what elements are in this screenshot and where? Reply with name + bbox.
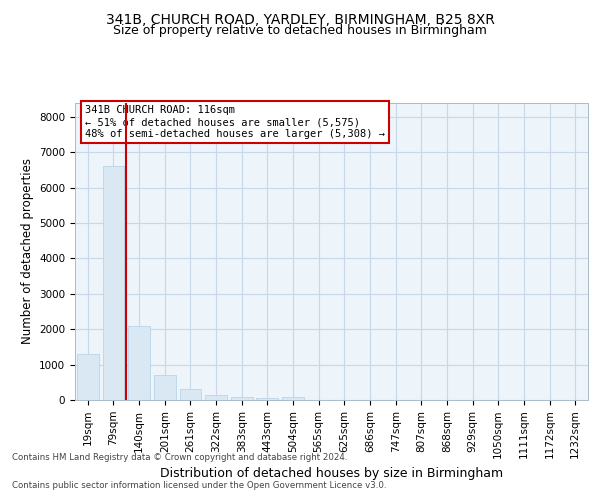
Bar xyxy=(154,375,176,400)
Text: 341B CHURCH ROAD: 116sqm
← 51% of detached houses are smaller (5,575)
48% of sem: 341B CHURCH ROAD: 116sqm ← 51% of detach… xyxy=(85,106,385,138)
Text: Contains public sector information licensed under the Open Government Licence v3: Contains public sector information licen… xyxy=(12,481,386,490)
X-axis label: Distribution of detached houses by size in Birmingham: Distribution of detached houses by size … xyxy=(160,467,503,480)
Bar xyxy=(205,395,227,400)
Y-axis label: Number of detached properties: Number of detached properties xyxy=(20,158,34,344)
Text: Size of property relative to detached houses in Birmingham: Size of property relative to detached ho… xyxy=(113,24,487,37)
Bar xyxy=(128,326,150,400)
Bar xyxy=(77,354,99,400)
Bar xyxy=(231,397,253,400)
Bar xyxy=(282,397,304,400)
Bar xyxy=(256,398,278,400)
Bar xyxy=(103,166,124,400)
Text: Contains HM Land Registry data © Crown copyright and database right 2024.: Contains HM Land Registry data © Crown c… xyxy=(12,454,347,462)
Bar xyxy=(179,390,202,400)
Text: 341B, CHURCH ROAD, YARDLEY, BIRMINGHAM, B25 8XR: 341B, CHURCH ROAD, YARDLEY, BIRMINGHAM, … xyxy=(106,12,494,26)
